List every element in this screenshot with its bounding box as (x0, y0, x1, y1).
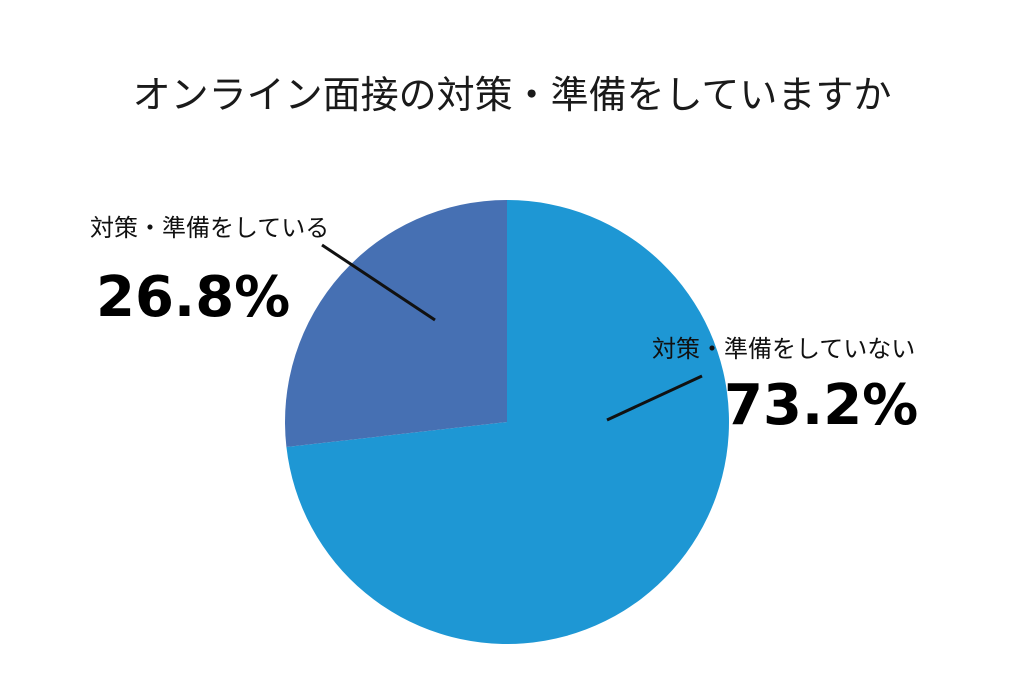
chart-title: オンライン面接の対策・準備をしていますか (133, 73, 892, 117)
pie-slices (285, 200, 729, 644)
slice-prepared (285, 200, 507, 448)
leader-line-prepared (321, 243, 436, 322)
slice-label-not-prepared: 対策・準備をしていない (652, 335, 915, 363)
slice-not-prepared (286, 200, 729, 644)
slice-label-prepared: 対策・準備をしている (90, 214, 329, 242)
leader-line-not-prepared (606, 374, 703, 422)
slice-value-not-prepared: 73.2% (724, 373, 918, 438)
slice-value-prepared: 26.8% (96, 265, 290, 330)
